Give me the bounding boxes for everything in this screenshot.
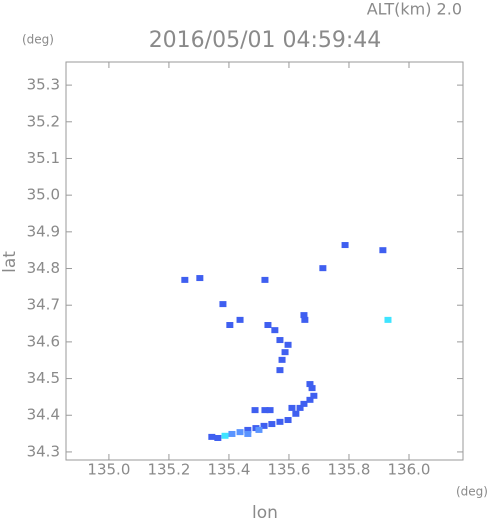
plot-frame	[65, 61, 464, 461]
x-tick-label: 135.0	[87, 461, 130, 479]
echo-cell	[300, 312, 308, 319]
y-tick-label: 34.5	[27, 369, 60, 387]
altitude-label: ALT(km) 2.0	[367, 0, 462, 19]
chart-title: 2016/05/01 04:59:44	[149, 28, 382, 53]
x-tick-label: 135.8	[327, 461, 370, 479]
echo-cell	[236, 429, 244, 436]
y-tick-label: 35.0	[27, 186, 60, 204]
echo-cell	[341, 242, 349, 249]
echo-cell	[244, 426, 252, 433]
echo-cell	[228, 430, 236, 437]
y-tick-label: 35.2	[27, 112, 60, 130]
echo-cell	[261, 276, 269, 283]
echo-cell	[281, 349, 289, 356]
echo-cell	[244, 430, 252, 437]
echo-cell	[310, 392, 318, 399]
echo-cell	[276, 337, 284, 344]
echo-cell	[284, 417, 292, 424]
echo-cell	[221, 432, 229, 439]
echo-cell	[284, 341, 292, 348]
y-tick-label: 34.9	[27, 222, 60, 240]
echo-cell	[181, 276, 189, 283]
echo-cell	[214, 434, 222, 441]
x-unit: (deg)	[456, 485, 488, 499]
echo-cell	[306, 381, 314, 388]
y-tick-label: 35.1	[27, 149, 60, 167]
echo-cell	[208, 433, 216, 440]
echo-cell	[384, 316, 392, 323]
echo-cell	[278, 356, 286, 363]
echo-cell	[251, 407, 259, 414]
y-unit: (deg)	[22, 33, 54, 47]
echo-cell	[296, 404, 304, 411]
echo-cell	[236, 316, 244, 323]
echo-cell	[264, 322, 272, 329]
echo-cell	[268, 421, 276, 428]
echo-cell	[300, 400, 308, 407]
x-tick-label: 135.2	[147, 461, 190, 479]
echo-cell	[301, 316, 309, 323]
echo-cell	[196, 275, 204, 282]
echo-cell	[276, 367, 284, 374]
x-tick-label: 136.0	[388, 461, 431, 479]
echo-cell	[261, 407, 269, 414]
y-tick-label: 34.7	[27, 296, 60, 314]
echo-cell	[219, 301, 227, 308]
echo-cell	[308, 385, 316, 392]
echo-cell	[288, 404, 296, 411]
echo-cell	[255, 426, 263, 433]
echo-cell	[292, 410, 300, 417]
y-axis-label: lat	[0, 251, 20, 273]
y-tick-label: 34.4	[27, 406, 60, 424]
x-axis-label: lon	[252, 503, 278, 521]
x-tick-label: 135.6	[267, 461, 310, 479]
y-tick-label: 35.3	[27, 76, 60, 94]
echo-cell	[379, 247, 387, 254]
y-tick-label: 34.8	[27, 259, 60, 277]
y-tick-label: 34.3	[27, 442, 60, 460]
echo-cell	[260, 422, 268, 429]
echo-cell	[226, 322, 234, 329]
echo-cell	[306, 396, 314, 403]
echo-cell	[266, 407, 274, 414]
y-tick-label: 34.6	[27, 332, 60, 350]
x-tick-label: 135.4	[207, 461, 250, 479]
echo-cell	[271, 327, 279, 334]
echo-cell	[276, 418, 284, 425]
echo-cell	[319, 265, 327, 272]
